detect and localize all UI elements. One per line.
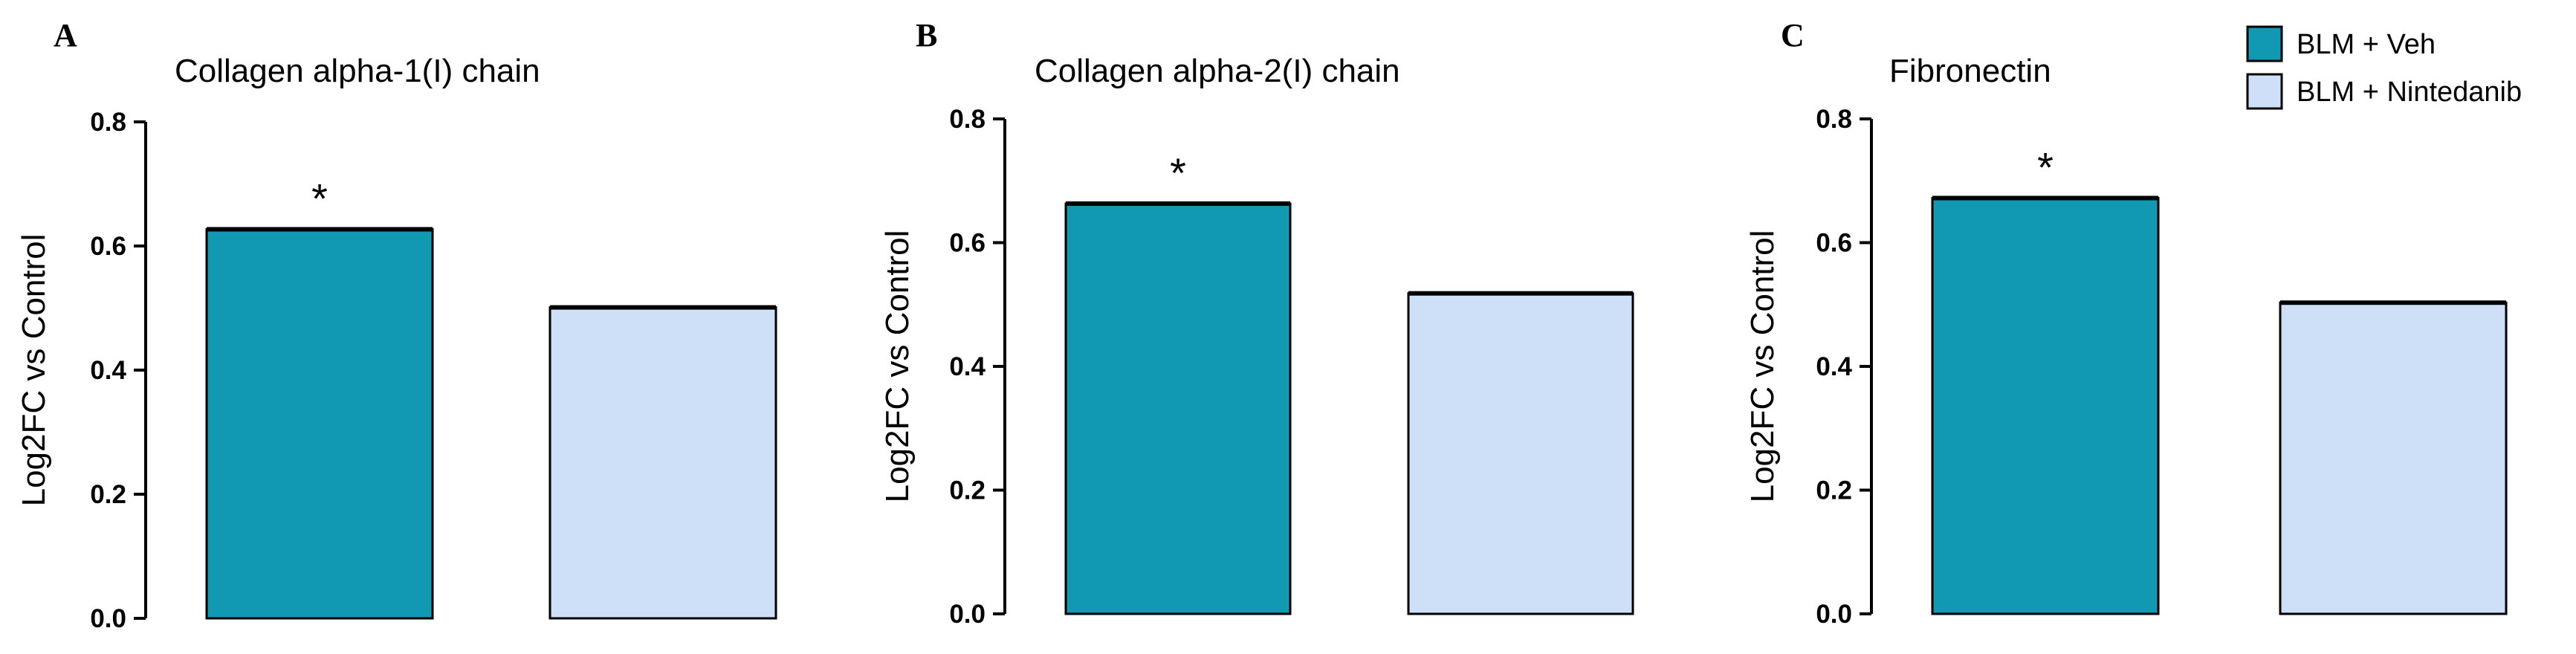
y-ticks: 0.0 0.2 0.4 0.6 0.8	[1816, 105, 1871, 629]
y-tick-label: 0.8	[949, 105, 986, 134]
legend: BLM + Veh BLM + Nintedanib	[2246, 25, 2522, 110]
legend-label-nintedanib: BLM + Nintedanib	[2297, 77, 2522, 108]
significance-star: *	[1170, 149, 1186, 196]
y-ticks: 0.0 0.2 0.4 0.6 0.8	[949, 105, 1005, 629]
y-tick-label: 0.0	[90, 604, 126, 633]
legend-swatch-veh	[2246, 25, 2283, 62]
bars: *	[1064, 149, 1634, 615]
y-ticks: 0.0 0.2 0.4 0.6 0.8	[90, 108, 146, 633]
panel-b: B Collagen alpha-2(I) chain Log2FC vs Co…	[879, 17, 1634, 629]
bar-veh	[1064, 202, 1292, 615]
y-tick-label: 0.4	[1816, 352, 1852, 381]
y-tick-label: 0.0	[949, 600, 986, 629]
y-tick-label: 0.6	[949, 229, 986, 258]
legend-label-veh: BLM + Veh	[2297, 29, 2436, 60]
bar-nintedanib	[1407, 292, 1634, 615]
panel-letter: C	[1781, 17, 1805, 54]
y-tick-label: 0.2	[949, 476, 986, 505]
y-tick-label: 0.2	[1816, 476, 1852, 505]
significance-star: *	[2037, 144, 2054, 191]
panel-c: C Fibronectin Log2FC vs Control 0.00.20.…	[1744, 17, 2508, 629]
panel-a: A Collagen alpha-1(I) chain Log2FC vs Co…	[16, 17, 777, 633]
y-tick-label: 0.6	[1816, 229, 1852, 258]
y-tick-label: 0.8	[90, 108, 126, 137]
y-axis-label: Log2FC vs Control	[1744, 230, 1781, 503]
bar-veh	[205, 227, 434, 620]
panel-letter: A	[54, 17, 77, 54]
y-tick-label: 0.8	[1816, 105, 1852, 134]
y-tick-label: 0.4	[949, 352, 986, 381]
bar-nintedanib	[2279, 301, 2508, 615]
panel-letter: B	[916, 17, 937, 54]
y-tick-label: 0.4	[90, 356, 126, 385]
y-tick-label: 0.6	[90, 232, 126, 261]
y-tick-label: 0.0	[1816, 600, 1852, 629]
y-axis-label: Log2FC vs Control	[16, 234, 52, 507]
y-tick-label: 0.2	[90, 480, 126, 509]
bar-veh	[1931, 197, 2160, 615]
chart-title: Collagen alpha-2(I) chain	[1035, 53, 1400, 89]
bars: *	[1931, 144, 2508, 615]
chart-title: Fibronectin	[1889, 53, 2051, 89]
chart-title: Collagen alpha-1(I) chain	[175, 53, 540, 89]
bar-nintedanib	[548, 306, 777, 620]
legend-swatch-nintedanib	[2246, 73, 2283, 110]
y-axis-label: Log2FC vs Control	[879, 230, 916, 503]
significance-star: *	[311, 175, 328, 221]
bars: *	[205, 175, 777, 620]
